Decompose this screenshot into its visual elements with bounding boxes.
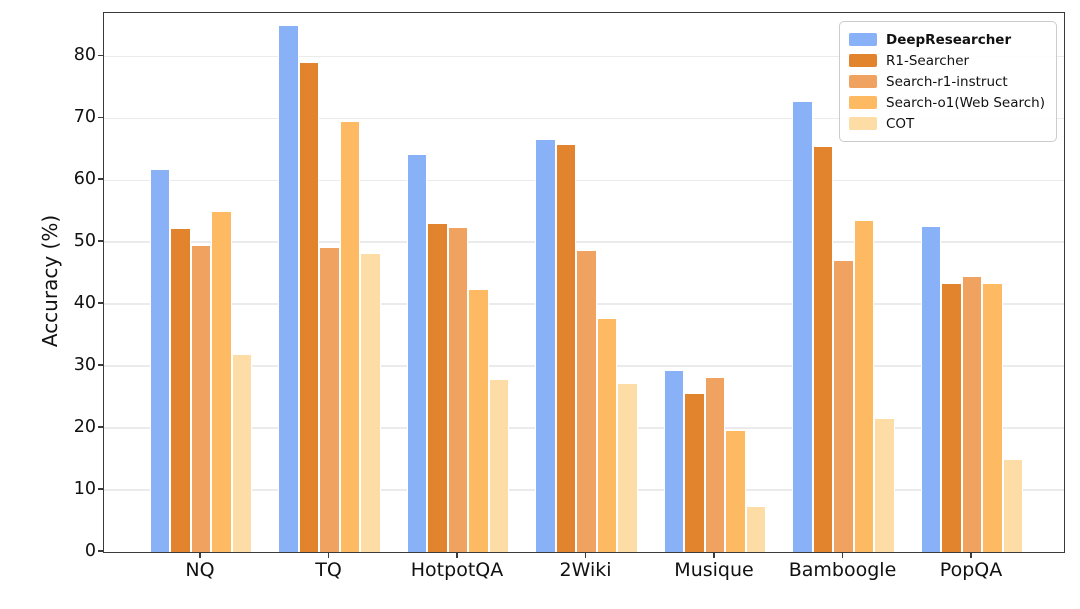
bar-search-o1-web-search--musique	[725, 429, 746, 552]
bar-deepresearcher-hotpotqa	[406, 153, 428, 552]
bar-deepresearcher-musique	[663, 370, 685, 552]
y-tick-label-0: 0	[84, 540, 96, 561]
bar-group-hotpotqa	[406, 13, 510, 552]
legend-swatch	[849, 33, 877, 46]
x-tick-mark-musique	[713, 552, 715, 558]
bar-cot-tq	[360, 253, 381, 552]
y-tick-label-30: 30	[73, 354, 96, 375]
bar-search-o1-web-search--2wiki	[596, 318, 618, 552]
bar-r1-searcher-musique	[684, 393, 705, 552]
bar-group-musique	[663, 13, 767, 552]
legend-label: COT	[886, 115, 915, 132]
bar-deepresearcher-nq	[149, 168, 171, 552]
x-tick-mark-2wiki	[584, 552, 587, 558]
x-axis-label-hotpotqa: HotpotQA	[410, 559, 504, 581]
x-axis-label-musique: Musique	[674, 559, 754, 581]
x-axis-label-2wiki: 2Wiki	[559, 559, 612, 581]
gridline-70	[104, 117, 1064, 120]
bar-search-r1-instruct-musique	[704, 376, 726, 552]
bar-r1-searcher-bamboogle	[812, 145, 834, 552]
bar-cot-nq	[231, 353, 253, 552]
x-tick-mark-bamboogle	[841, 552, 844, 558]
bar-r1-searcher-nq	[170, 227, 191, 552]
y-tick-mark-10	[98, 488, 103, 490]
legend-swatch	[849, 117, 877, 130]
y-tick-mark-70	[98, 116, 103, 119]
bar-search-r1-instruct-nq	[190, 244, 212, 552]
bar-deepresearcher-2wiki	[535, 139, 556, 552]
bar-search-r1-instruct-bamboogle	[833, 259, 854, 552]
legend-swatch	[849, 54, 877, 67]
gridline-80	[104, 55, 1064, 58]
y-tick-mark-80	[98, 54, 103, 57]
y-tick-mark-50	[98, 240, 103, 243]
y-tick-label-20: 20	[73, 416, 96, 437]
legend-item-r1-searcher: R1-Searcher	[849, 50, 1045, 71]
bar-cot-hotpotqa	[488, 379, 510, 552]
bar-cot-bamboogle	[874, 418, 895, 552]
bar-r1-searcher-tq	[298, 61, 320, 552]
plot-area: DeepResearcher R1-Searcher Search-r1-instr…	[103, 12, 1065, 553]
bar-deepresearcher-bamboogle	[792, 100, 813, 552]
legend-item-search-o1-web-search-: Search-o1(Web Search)	[849, 92, 1045, 113]
y-tick-label-50: 50	[73, 230, 96, 251]
y-tick-mark-30	[98, 364, 103, 366]
y-tick-label-70: 70	[73, 106, 96, 127]
bar-group-nq	[149, 13, 253, 552]
x-tick-mark-tq	[327, 552, 330, 558]
x-tick-mark-popqa	[970, 552, 972, 558]
bar-r1-searcher-hotpotqa	[427, 223, 448, 552]
bar-r1-searcher-2wiki	[555, 144, 577, 552]
bar-cot-musique	[745, 506, 767, 552]
bar-r1-searcher-popqa	[941, 283, 962, 552]
bar-search-r1-instruct-2wiki	[576, 249, 597, 552]
bar-cot-2wiki	[617, 382, 638, 552]
y-tick-mark-20	[98, 426, 103, 428]
y-tick-label-60: 60	[73, 168, 96, 189]
bar-search-o1-web-search--hotpotqa	[468, 289, 489, 552]
legend: DeepResearcher R1-Searcher Search-r1-instr…	[839, 21, 1057, 142]
x-tick-mark-hotpotqa	[456, 552, 458, 558]
bar-group-tq	[278, 13, 381, 552]
gridline-60	[104, 179, 1064, 182]
bar-cot-popqa	[1002, 459, 1024, 552]
bar-search-o1-web-search--bamboogle	[853, 219, 875, 552]
legend-item-deepresearcher: DeepResearcher	[849, 29, 1045, 50]
bar-search-r1-instruct-popqa	[961, 276, 983, 552]
legend-item-search-r1-instruct: Search-r1-instruct	[849, 71, 1045, 92]
x-axis-label-popqa: PopQA	[939, 559, 1003, 581]
legend-swatch	[849, 75, 877, 88]
bar-search-o1-web-search--nq	[211, 210, 232, 552]
bar-deepresearcher-popqa	[920, 225, 942, 552]
y-tick-label-10: 10	[73, 478, 96, 499]
legend-label: Search-r1-instruct	[886, 73, 1008, 90]
legend-label: R1-Searcher	[886, 52, 970, 69]
bar-deepresearcher-tq	[278, 25, 299, 552]
bar-group-bamboogle	[792, 13, 895, 552]
legend-swatch	[849, 96, 877, 109]
y-tick-label-40: 40	[73, 292, 96, 313]
x-axis-label-nq: NQ	[185, 559, 215, 581]
legend-label: DeepResearcher	[886, 31, 1012, 48]
y-tick-mark-0	[98, 550, 103, 552]
y-tick-label-80: 80	[73, 44, 96, 65]
legend-label: Search-o1(Web Search)	[886, 94, 1045, 111]
bar-search-o1-web-search--popqa	[982, 283, 1003, 552]
y-tick-mark-60	[98, 178, 103, 181]
x-axis-label-tq: TQ	[315, 559, 342, 581]
x-tick-mark-nq	[199, 552, 201, 558]
y-tick-mark-40	[98, 302, 103, 304]
legend-item-cot: COT	[849, 113, 1045, 134]
bar-search-r1-instruct-hotpotqa	[447, 226, 469, 552]
bar-group-2wiki	[535, 13, 638, 552]
x-axis-label-bamboogle: Bamboogle	[788, 559, 897, 581]
bar-group-popqa	[920, 13, 1024, 552]
bar-search-r1-instruct-tq	[319, 247, 340, 552]
bar-search-o1-web-search--tq	[339, 121, 361, 552]
gridline-50	[104, 241, 1064, 243]
